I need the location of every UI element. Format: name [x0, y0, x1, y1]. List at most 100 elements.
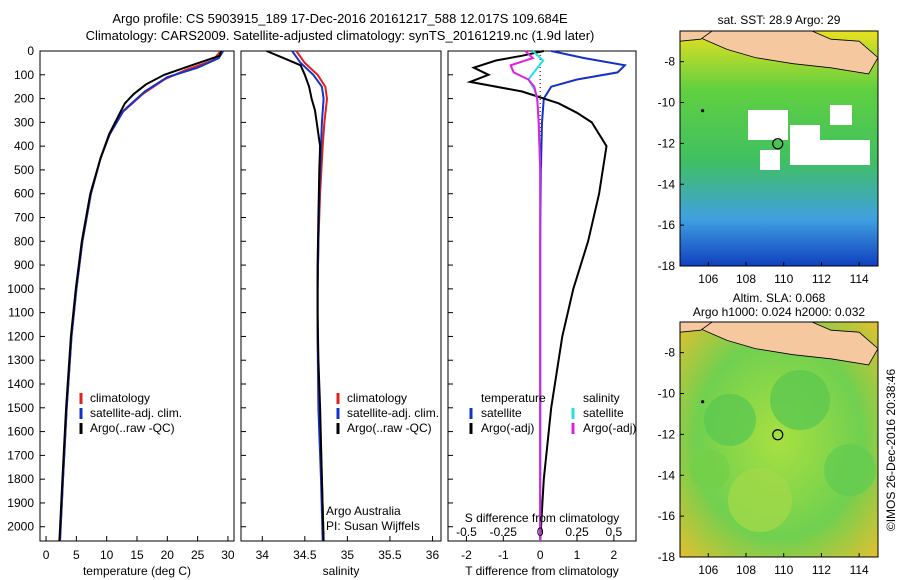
sst_map-land-sumatra: [680, 31, 713, 42]
sla_map-x-tick-label: 108: [736, 563, 756, 577]
diff-series-t-satellite: [539, 50, 627, 541]
temperature-series-argo-raw-qc: [58, 50, 223, 542]
differences-x-axis-label: T difference from climatology: [465, 564, 619, 578]
temperature-y-tick-label: 1600: [7, 425, 34, 439]
differences-x-tick-label: -2: [461, 548, 472, 562]
sla_map-y-tick-label: -18: [658, 550, 676, 564]
imos-timestamp-label: ©IMOS 26-Dec-2016 20:38:46: [884, 369, 898, 532]
salinity-x-tick-label: 35: [341, 548, 355, 562]
temperature-y-tick-label: 800: [14, 234, 34, 248]
sst_map-frame: [679, 30, 879, 267]
temperature-y-tick-label: 1200: [7, 329, 34, 343]
salinity-x-tick-label: 36: [426, 548, 440, 562]
temperature-y-tick-label: 1000: [7, 282, 34, 296]
temperature-y-tick-label: 700: [14, 211, 34, 225]
sla_map-y-tick-label: -12: [658, 427, 676, 441]
temperature-y-tick-label: 200: [14, 92, 34, 106]
salinity-series-argo-raw-qc: [266, 50, 325, 542]
temperature-y-tick-label: 900: [14, 258, 34, 272]
temperature-legend-label: satellite-adj. clim.: [90, 406, 182, 420]
sla_map-land-java: [698, 322, 878, 366]
temperature-y-tick-label: 1800: [7, 472, 34, 486]
sla-map-title-line1: Altim. SLA: 0.068: [733, 291, 826, 305]
temperature-plot-frame: [39, 50, 235, 542]
temperature-legend-label: Argo(..raw -QC): [90, 421, 175, 435]
sla_map-x-tick-label: 110: [774, 563, 793, 577]
diff-x2-tick-label: 0.25: [565, 525, 589, 539]
salinity-series-satellite-adj-clim: [291, 50, 325, 542]
temperature-x-tick-label: 10: [100, 548, 114, 562]
temperature-x-tick-label: 25: [191, 548, 205, 562]
sla_map-x-tick-label: 106: [698, 563, 718, 577]
temperature-x-tick-label: 30: [221, 548, 235, 562]
diff-x2-tick-label: -0.5: [456, 525, 477, 539]
temperature-y-tick-label: 1400: [7, 377, 34, 391]
temperature-y-tick-label: 0: [27, 44, 34, 58]
sst_map-x-tick-label: 112: [812, 272, 831, 286]
temperature-y-tick-label: 100: [14, 68, 34, 82]
temperature-y-tick-label: 1500: [7, 401, 34, 415]
temperature-x-axis-label: temperature (deg C): [83, 564, 191, 578]
salinity-legend-label: satellite-adj. clim.: [347, 406, 439, 420]
diff-legend-label: satellite: [481, 406, 522, 420]
diff-x2-axis-label: S difference from climatology: [465, 511, 620, 525]
sst_map-y-tick-label: -14: [658, 177, 676, 191]
sla_map-y-tick-label: -8: [664, 346, 675, 360]
diff-x2-tick-label: -0.25: [490, 525, 518, 539]
salinity-x-tick-label: 35.5: [378, 548, 402, 562]
sst_map-y-tick-label: -18: [658, 259, 676, 273]
differences-x-tick-label: -1: [498, 548, 509, 562]
temperature-y-tick-label: 400: [14, 139, 34, 153]
differences-x-tick-label: 2: [611, 548, 618, 562]
salinity-legend-label: Argo(..raw -QC): [347, 421, 432, 435]
legend-header-temperature: temperature: [481, 391, 546, 405]
temperature-x-tick-label: 5: [73, 548, 80, 562]
figure-title-line2: Climatology: CARS2009. Satellite-adjuste…: [85, 28, 595, 43]
sst_map-missing-data: [748, 105, 870, 170]
figure-title-line1: Argo profile: CS 5903915_189 17-Dec-2016…: [112, 11, 568, 26]
sst_map-y-tick-label: -10: [658, 96, 676, 110]
sla_map-island-dot: [701, 400, 705, 404]
sst_map-x-tick-label: 106: [698, 272, 718, 286]
temperature-y-tick-label: 1100: [8, 306, 34, 320]
diff-legend-label: satellite: [583, 406, 624, 420]
temperature-y-tick-label: 600: [14, 187, 34, 201]
temperature-series-climatology: [59, 50, 222, 542]
legend-header-salinity: salinity: [583, 391, 620, 405]
sla_map-sla-blobs: [690, 370, 876, 532]
differences-x-tick-label: 1: [574, 548, 581, 562]
sla_map-y-tick-label: -10: [658, 387, 676, 401]
temperature-y-tick-label: 1700: [7, 448, 34, 462]
sla_map-argo-marker: [772, 429, 784, 441]
temperature-x-tick-label: 0: [43, 548, 50, 562]
salinity-x-tick-label: 34: [256, 548, 270, 562]
temperature-x-tick-label: 20: [161, 548, 175, 562]
temperature-y-tick-label: 1300: [7, 353, 34, 367]
temperature-y-tick-label: 1900: [7, 496, 34, 510]
sst_map-y-tick-label: -16: [658, 218, 676, 232]
sst-map-title: sat. SST: 28.9 Argo: 29: [718, 13, 841, 27]
salinity-legend-label: climatology: [347, 391, 407, 405]
sst_map-land-java: [698, 31, 878, 75]
differences-x-tick-label: 0: [537, 548, 544, 562]
salinity-plot-frame: [240, 50, 442, 542]
diff-x2-tick-label: 0: [537, 525, 544, 539]
salinity-x-axis-label: salinity: [323, 564, 360, 578]
sla_map-x-tick-label: 112: [812, 563, 831, 577]
sst_map-argo-marker: [772, 138, 784, 150]
sst_map-x-tick-label: 114: [850, 272, 869, 286]
diff-legend-label: Argo(-adj): [583, 421, 636, 435]
temperature-legend-label: climatology: [90, 391, 150, 405]
sla-map-title-line2: Argo h1000: 0.024 h2000: 0.032: [693, 305, 865, 319]
salinity-x-tick-label: 34.5: [293, 548, 317, 562]
sla_map-y-tick-label: -16: [658, 509, 676, 523]
sla_map-land-sumatra: [680, 322, 713, 333]
temperature-y-tick-label: 500: [14, 163, 34, 177]
sst_map-x-tick-label: 108: [736, 272, 756, 286]
diff-series-s-argo-adj-: [509, 50, 542, 541]
salinity-annotation: PI: Susan Wijffels: [326, 519, 420, 533]
sst_map-x-tick-label: 110: [774, 272, 793, 286]
diff-legend-label: Argo(-adj): [481, 421, 534, 435]
temperature-series-satellite-adj-clim: [59, 50, 224, 542]
